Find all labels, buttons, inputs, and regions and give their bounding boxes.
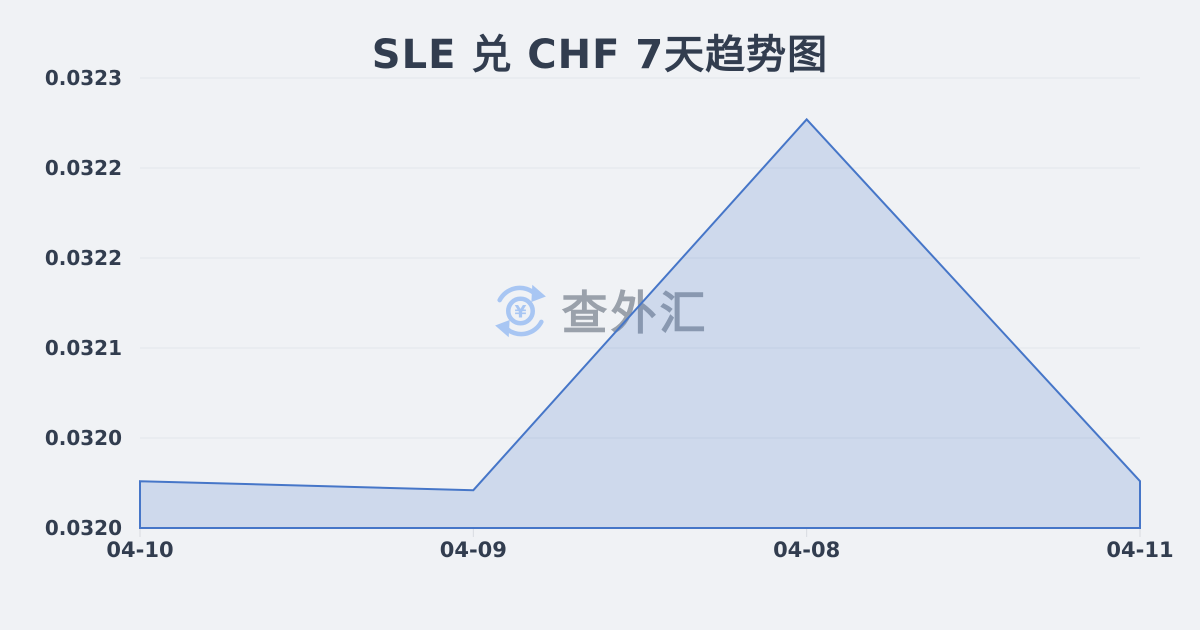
x-axis-label: 04-10 xyxy=(106,538,174,562)
y-axis-label: 0.0322 xyxy=(44,246,122,270)
x-axis-label: 04-11 xyxy=(1106,538,1174,562)
x-axis-label: 04-08 xyxy=(773,538,841,562)
x-axis-label: 04-09 xyxy=(439,538,507,562)
currency-exchange-icon: ¥ xyxy=(492,282,550,344)
y-axis-label: 0.0320 xyxy=(44,516,122,540)
trend-area xyxy=(139,117,1141,529)
y-axis-label: 0.0320 xyxy=(44,426,122,450)
svg-text:¥: ¥ xyxy=(515,302,527,322)
x-axis-ticks xyxy=(139,528,1141,537)
y-axis-label: 0.0322 xyxy=(44,156,122,180)
y-axis-label: 0.0321 xyxy=(44,336,122,360)
chart-title: SLE 兑 CHF 7天趋势图 xyxy=(371,32,829,78)
y-axis-label: 0.0323 xyxy=(44,66,122,90)
